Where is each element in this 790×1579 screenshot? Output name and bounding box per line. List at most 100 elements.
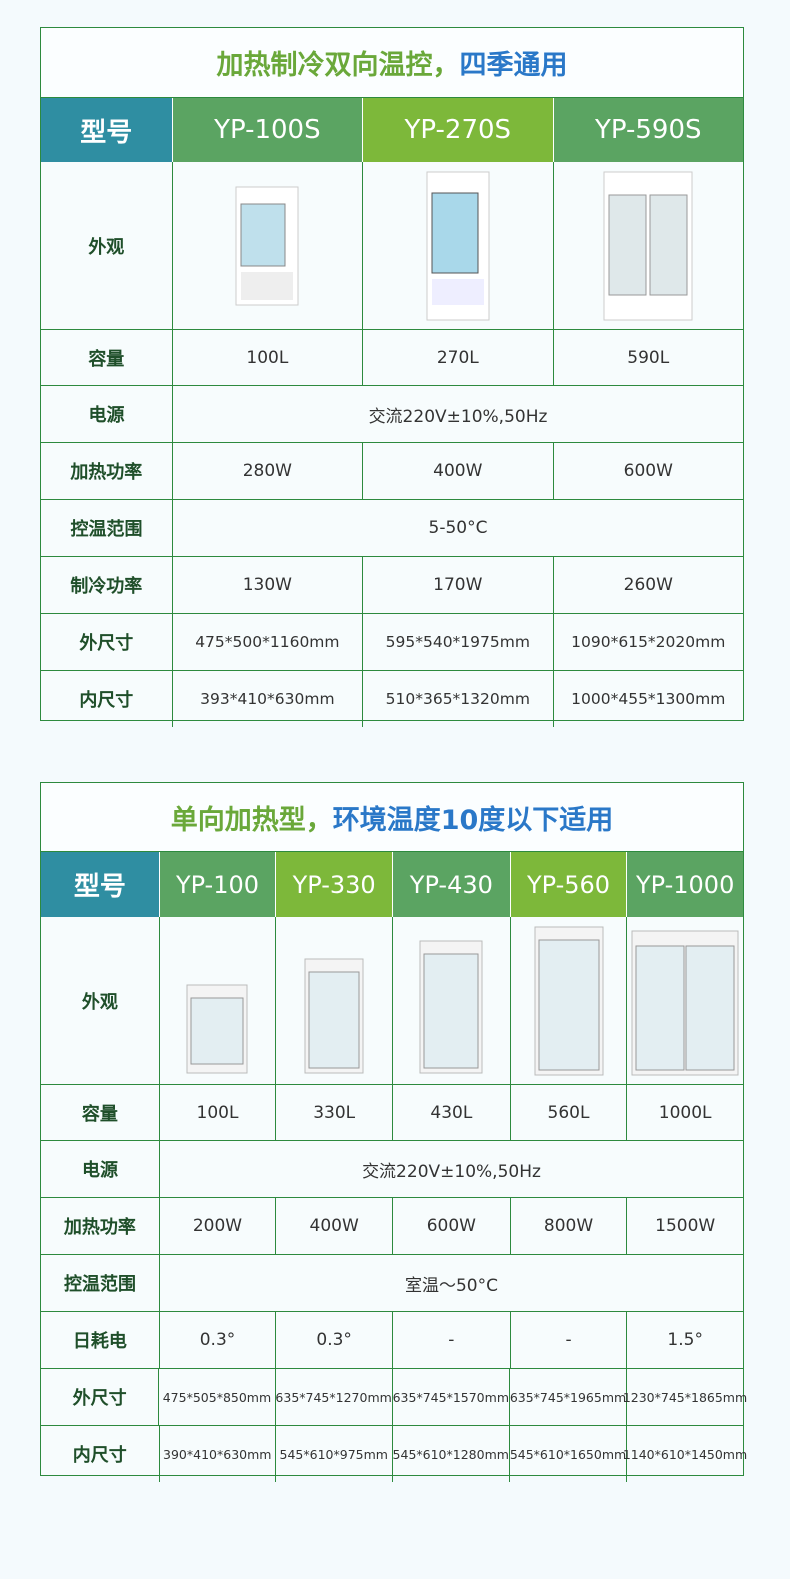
image-row: 外观 [41, 917, 743, 1084]
value-cell: 330L [275, 1085, 392, 1140]
value-cell: 545*610*975mm [275, 1426, 392, 1482]
fridge-image [392, 917, 510, 1084]
value-cell: 100L [158, 1085, 276, 1140]
image-row: 外观 [41, 162, 743, 329]
row-label: 内尺寸 [79, 690, 134, 711]
value-cell: 430L [392, 1085, 510, 1140]
row-label: 容量 [88, 348, 125, 370]
spec-row: 制冷功率 130W 170W 260W [41, 556, 743, 613]
value-cell: 130W [171, 557, 362, 613]
row-label: 电源 [88, 405, 125, 426]
spec-row: 内尺寸 390*410*630mm 545*610*975mm 545*610*128… [41, 1425, 747, 1482]
value-cell: 475*500*1160mm [171, 614, 362, 670]
merged-value: 交流220V±10%,50Hz [159, 1141, 743, 1197]
fridge-image [275, 917, 392, 1084]
row-label: 容量 [81, 1103, 118, 1125]
value-cell: 510*365*1320mm [362, 671, 552, 727]
value-cell: 200W [158, 1198, 276, 1254]
spec-row: 容量 100L 330L 430L 560L 1000L [41, 1084, 743, 1140]
table-title: 加热制冷双向温控， 四季通用 [41, 28, 743, 98]
value-cell: 800W [509, 1198, 627, 1254]
row-label: 电源 [82, 1160, 118, 1181]
spec-row: 容量 100L 270L 590L [41, 329, 743, 385]
header-label: 型号 [41, 98, 172, 162]
value-cell: 475*505*850mm [158, 1369, 274, 1425]
merged-value: 5-50°C [172, 500, 743, 556]
value-cell: 1500W [626, 1198, 743, 1254]
value-cell: - [509, 1312, 627, 1368]
title-green: 加热制冷双向温控， [216, 50, 460, 81]
value-cell: 270L [362, 330, 552, 385]
row-label: 日耗电 [72, 1331, 127, 1352]
value-cell: 400W [362, 443, 552, 499]
spec-table-2: 单向加热型， 环境温度10度以下适用 型号 YP-100 YP-330 YP-43… [40, 782, 747, 1482]
value-cell: 545*610*1280mm [391, 1426, 510, 1482]
spec-table-1: 加热制冷双向温控， 四季通用 型号 YP-100S YP-270S YP-590S… [40, 27, 744, 727]
row-label: 控温范围 [70, 519, 143, 540]
spec-row: 控温范围 室温～50°C [41, 1254, 743, 1311]
value-cell: 100L [171, 330, 362, 385]
spec-row: 外尺寸 475*500*1160mm 595*540*1975mm 1090*615*… [41, 613, 743, 670]
value-cell: 1140*610*1450mm [623, 1426, 747, 1482]
header-model: YP-590S [552, 98, 743, 162]
spec-row: 外尺寸 475*505*850mm 635*745*1270mm 635*745*15… [41, 1368, 747, 1425]
value-cell: 545*610*1650mm [509, 1426, 626, 1482]
value-cell: 600W [552, 443, 743, 499]
row-label: 制冷功率 [70, 576, 143, 597]
spec-row: 内尺寸 393*410*630mm 510*365*1320mm 1000*455*1… [41, 670, 743, 727]
merged-value: 交流220V±10%,50Hz [172, 386, 743, 442]
value-cell: 400W [275, 1198, 392, 1254]
title-green: 单向加热型， [170, 804, 333, 836]
value-cell: 600W [392, 1198, 510, 1254]
row-label: 加热功率 [63, 1217, 136, 1238]
table-title: 单向加热型， 环境温度10度以下适用 [41, 783, 743, 852]
value-cell: 0.3° [158, 1312, 276, 1368]
title-blue: 四季通用 [459, 50, 568, 81]
fridge-image [158, 917, 276, 1084]
value-cell: 1.5° [626, 1312, 743, 1368]
header-row: 型号 YP-100S YP-270S YP-590S [41, 98, 743, 162]
row-label: 加热功率 [70, 462, 143, 483]
value-cell: 280W [171, 443, 362, 499]
title-blue: 环境温度10度以下适用 [332, 804, 614, 836]
value-cell: 170W [362, 557, 552, 613]
header-model: YP-270S [362, 98, 553, 162]
spec-row: 加热功率 280W 400W 600W [41, 442, 743, 499]
fridge-image [626, 917, 743, 1084]
row-label: 外尺寸 [79, 633, 134, 654]
value-cell: 635*745*1965mm [509, 1369, 626, 1425]
merged-value: 室温～50°C [159, 1255, 743, 1311]
fridge-image [509, 917, 627, 1084]
header-model: YP-100 [158, 852, 276, 917]
header-label: 型号 [41, 852, 159, 917]
spec-row: 电源 交流220V±10%,50Hz [41, 1140, 743, 1197]
row-label: 外观 [81, 991, 118, 1013]
row-label: 控温范围 [64, 1274, 136, 1295]
value-cell: 595*540*1975mm [362, 614, 552, 670]
value-cell: 390*410*630mm [158, 1426, 276, 1482]
spec-row: 电源 交流220V±10%,50Hz [41, 385, 743, 442]
row-label: 外观 [88, 236, 125, 258]
spec-row: 日耗电 0.3° 0.3° - -1.5° [41, 1311, 743, 1368]
value-cell: 590L [552, 330, 743, 385]
fridge-image [552, 162, 743, 329]
header-model: YP-560 [509, 852, 627, 917]
header-model: YP-430 [392, 852, 510, 917]
value-cell: 560L [509, 1085, 627, 1140]
value-cell: - [392, 1312, 510, 1368]
value-cell: 1000*455*1300mm [552, 671, 743, 727]
value-cell: 1000L [626, 1085, 743, 1140]
header-model: YP-1000 [626, 852, 744, 917]
header-model: YP-100S [171, 98, 363, 162]
fridge-image [362, 162, 552, 329]
value-cell: 1090*615*2020mm [552, 614, 743, 670]
value-cell: 260W [552, 557, 743, 613]
row-label: 外尺寸 [72, 1388, 127, 1409]
fridge-image [171, 162, 362, 329]
value-cell: 393*410*630mm [171, 671, 362, 727]
spec-row: 控温范围 5-50°C [41, 499, 743, 556]
row-label: 内尺寸 [72, 1445, 127, 1466]
header-model: YP-330 [275, 852, 392, 917]
value-cell: 635*745*1570mm [391, 1369, 509, 1425]
spec-row: 加热功率 200W 400W 600W 800W 1500W [41, 1197, 743, 1254]
